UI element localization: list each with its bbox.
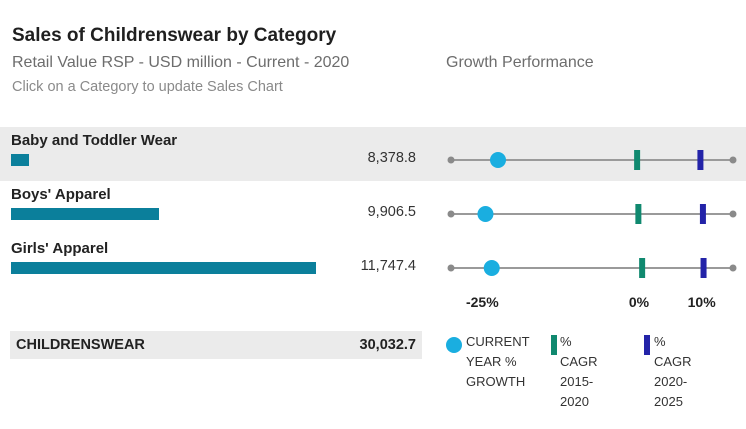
sales-value: 8,378.8 — [367, 150, 416, 166]
current-growth-point — [490, 152, 506, 168]
cagr-marker — [699, 204, 706, 224]
axis-tick-label: 10% — [687, 294, 716, 310]
legend-label: % CAGR 2015-2020 — [560, 334, 598, 409]
total-value: 30,032.7 — [359, 337, 416, 353]
current-growth-point — [477, 206, 494, 222]
track-end-dot — [447, 210, 455, 218]
category-label: Baby and Toddler Wear — [11, 132, 178, 149]
track-end-dot — [729, 210, 737, 218]
chart-subtitle: Retail Value RSP - USD million - Current… — [12, 54, 350, 71]
legend-circle-marker — [446, 337, 462, 353]
cagr-marker — [700, 258, 707, 278]
growth-performance-title: Growth Performance — [446, 54, 594, 71]
track-end-dot — [729, 156, 737, 164]
category-row-baby-toddler[interactable]: Baby and Toddler Wear 8,378.8 — [0, 127, 746, 181]
category-label: Boys' Apparel — [11, 186, 111, 203]
chart-title: Sales of Childrenswear by Category — [12, 25, 337, 46]
axis-tick-label: 0% — [628, 294, 650, 310]
legend-bar-marker — [644, 335, 650, 355]
cagr-marker — [634, 150, 641, 170]
track-end-dot — [447, 156, 455, 164]
total-label: CHILDRENSWEAR — [16, 337, 145, 353]
sales-value: 9,906.5 — [367, 204, 416, 220]
cagr-marker — [697, 150, 704, 170]
legend-bar-marker — [551, 335, 557, 355]
legend-label: CURRENT YEAR % GROWTH — [466, 334, 530, 389]
category-label: Girls' Apparel — [11, 240, 109, 257]
sales-bar — [11, 208, 160, 220]
instruction-text: Click on a Category to update Sales Char… — [12, 79, 283, 95]
cagr-marker — [639, 258, 646, 278]
track-end-dot — [729, 264, 737, 272]
total-row[interactable]: CHILDRENSWEAR 30,032.7 — [10, 331, 422, 359]
category-row-girls[interactable]: Girls' Apparel 11,747.4 — [0, 235, 746, 289]
category-row-boys[interactable]: Boys' Apparel 9,906.5 — [0, 181, 746, 235]
sales-value: 11,747.4 — [360, 258, 416, 274]
axis-tick-label: -25% — [465, 294, 499, 310]
current-growth-point — [483, 260, 500, 276]
sales-bar — [11, 262, 317, 274]
track-end-dot — [447, 264, 455, 272]
legend-label: % CAGR 2020-2025 — [654, 334, 692, 409]
cagr-marker — [635, 204, 642, 224]
sales-bar — [11, 154, 29, 166]
